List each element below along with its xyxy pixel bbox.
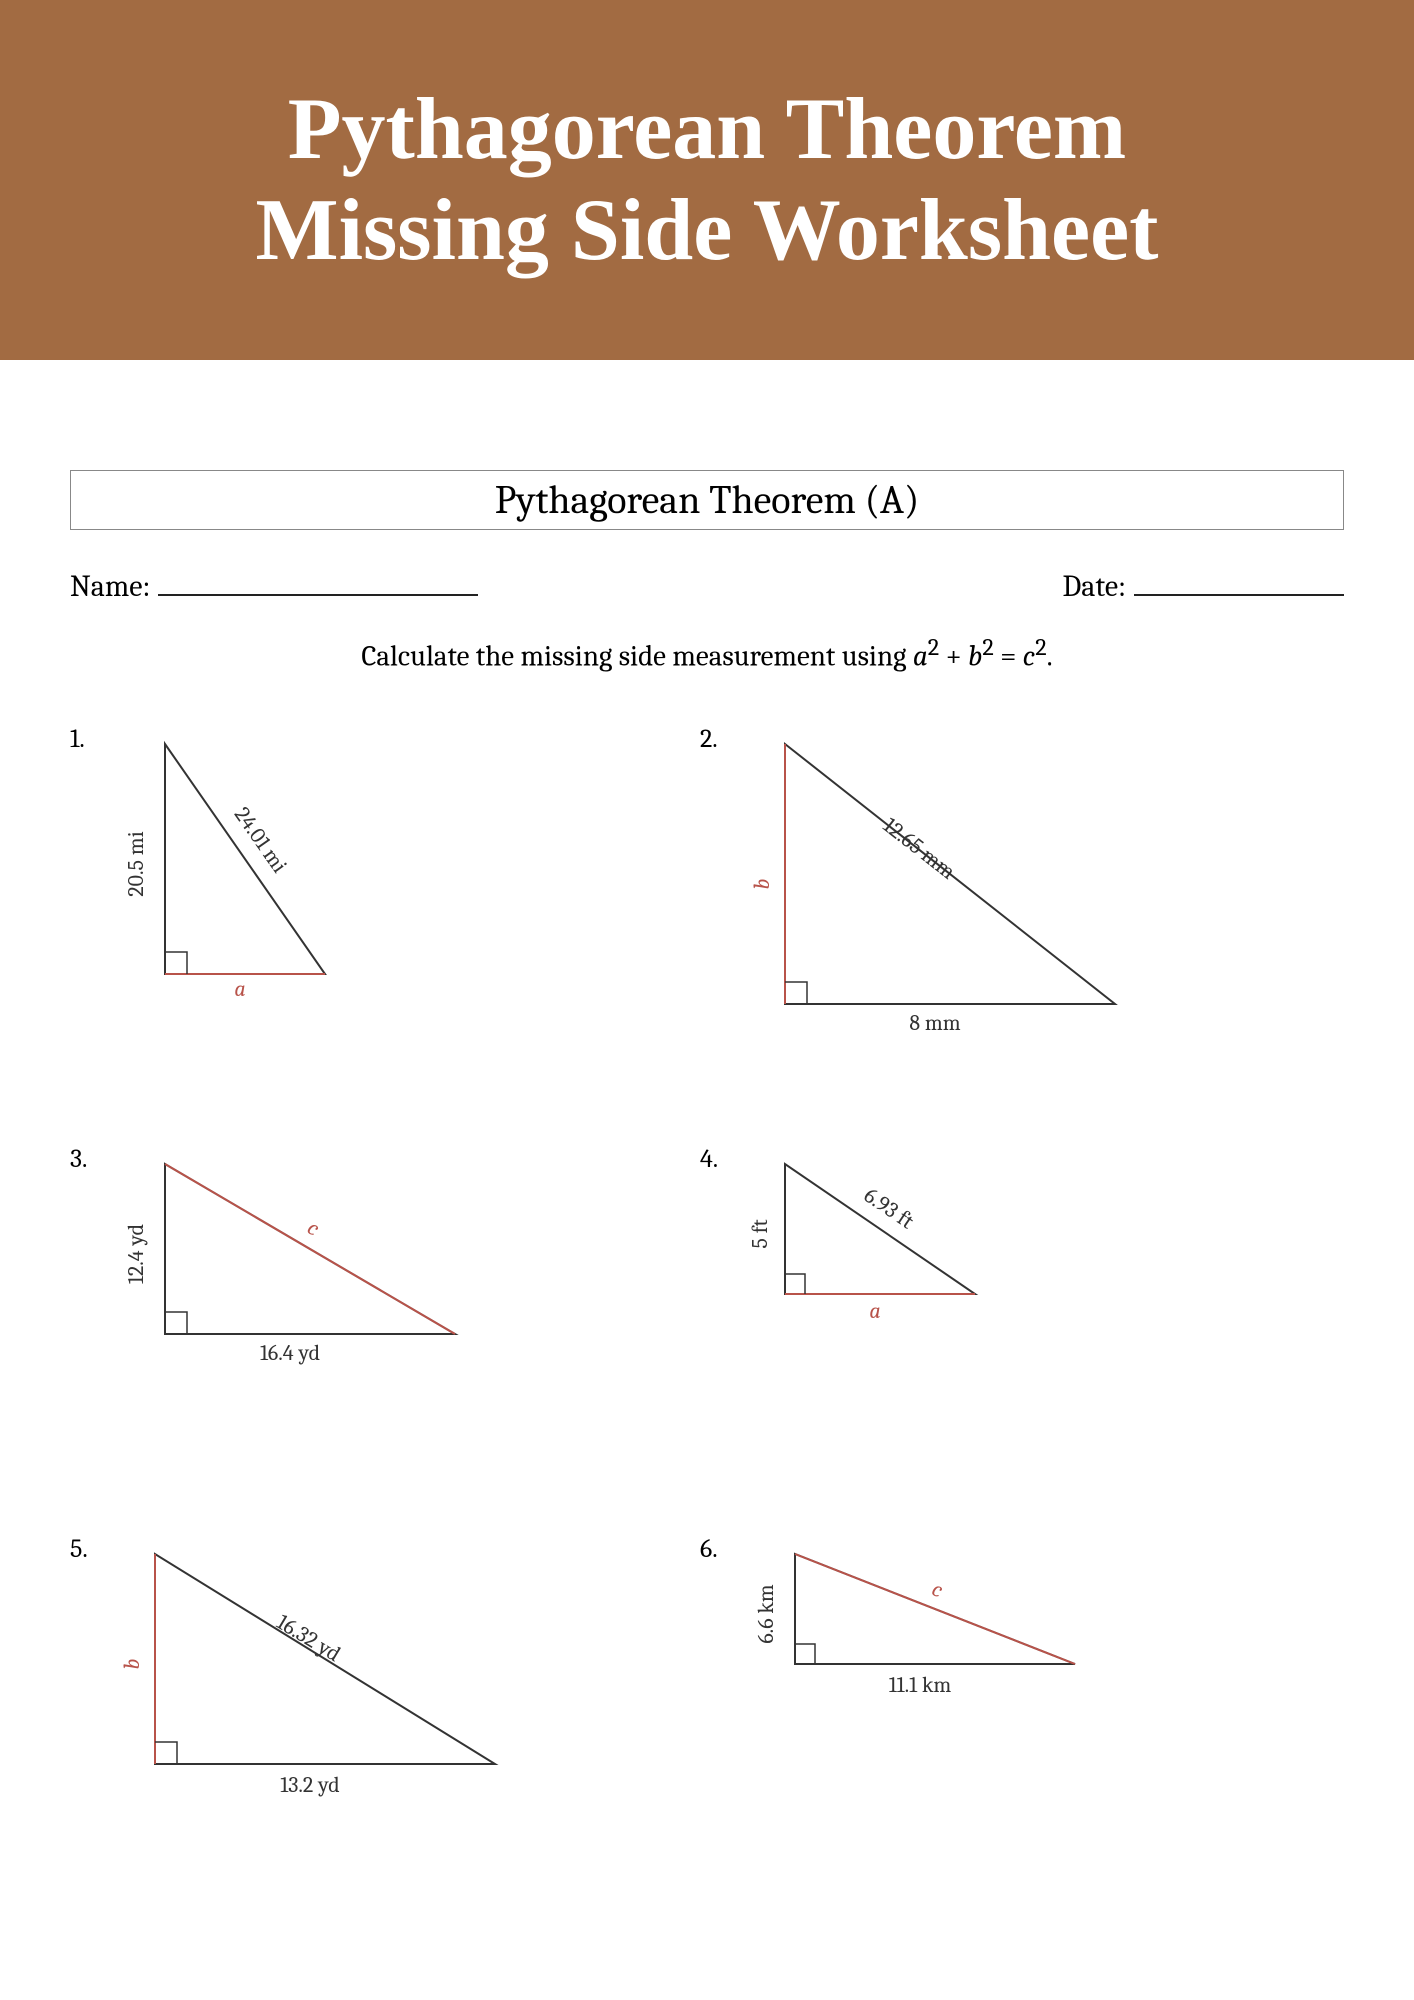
bottom-label: 8 mm <box>909 1010 960 1036</box>
bottom-label: 11.1 km <box>889 1672 952 1698</box>
triangle-diagram: b16.32 yd13.2 yd <box>125 1544 525 1804</box>
bottom-label: 13.2 yd <box>280 1772 339 1798</box>
banner-line2: Missing Side Worksheet <box>256 182 1159 279</box>
problem-number: 5. <box>70 1534 88 1564</box>
worksheet: Pythagorean Theorem (A) Name: Date: Calc… <box>70 470 1344 724</box>
vertical-label: b <box>119 1658 145 1669</box>
banner: Pythagorean Theorem Missing Side Workshe… <box>0 0 1414 360</box>
name-line[interactable] <box>158 560 478 596</box>
name-label: Name: <box>70 569 150 604</box>
right-angle-mark <box>785 1274 805 1294</box>
hypotenuse-label: 12.65 mm <box>878 812 961 884</box>
name-field: Name: <box>70 560 478 604</box>
triangle-diagram: 20.5 mi 24.01 mi a <box>125 734 375 1004</box>
problem-number: 2. <box>700 724 718 754</box>
worksheet-title: Pythagorean Theorem (A) <box>495 477 919 523</box>
banner-text: Pythagorean Theorem Missing Side Workshe… <box>256 79 1159 281</box>
vertical-label: b <box>749 878 775 889</box>
instruction: Calculate the missing side measurement u… <box>70 634 1344 674</box>
date-field: Date: <box>1063 560 1344 604</box>
hypotenuse-label: 6.93 ft <box>859 1182 919 1234</box>
triangle <box>165 744 325 974</box>
triangle-diagram: 12.4 yd c 16.4 yd <box>125 1154 495 1384</box>
hypotenuse-label: c <box>928 1575 947 1603</box>
right-angle-mark <box>795 1644 815 1664</box>
hypotenuse-label: 24.01 mi <box>229 802 293 877</box>
problem-number: 3. <box>70 1144 87 1174</box>
triangle <box>785 1164 975 1294</box>
triangle-diagram: b12.65 mm8 mm <box>755 734 1155 1044</box>
vertical-label: 5 ft <box>747 1218 773 1248</box>
bottom-label: a <box>234 976 245 1002</box>
right-angle-mark <box>165 1312 187 1334</box>
formula-a: a <box>913 641 928 674</box>
date-line[interactable] <box>1134 560 1344 596</box>
right-angle-mark <box>785 982 807 1004</box>
name-date-row: Name: Date: <box>70 560 1344 604</box>
vertical-label: 6.6 km <box>753 1584 779 1643</box>
hypotenuse-label: c <box>303 1214 325 1242</box>
instruction-prefix: Calculate the missing side measurement u… <box>361 641 912 674</box>
worksheet-title-box: Pythagorean Theorem (A) <box>70 470 1344 530</box>
triangle-diagram: 5 ft6.93 fta <box>755 1154 1015 1344</box>
problem-number: 1. <box>70 724 85 754</box>
date-label: Date: <box>1063 569 1126 604</box>
formula-c: c <box>1023 641 1036 674</box>
bottom-label: 16.4 yd <box>260 1340 320 1366</box>
triangle-diagram: 6.6 km c 11.1 km <box>755 1544 1115 1714</box>
bottom-label: a <box>869 1298 880 1324</box>
problem-number: 6. <box>700 1534 718 1564</box>
banner-line1: Pythagorean Theorem <box>288 81 1126 178</box>
formula-b: b <box>968 641 982 674</box>
vertical-label: 20.5 mi <box>123 831 149 897</box>
problem-number: 4. <box>700 1144 718 1174</box>
right-angle-mark <box>155 1742 177 1764</box>
hypotenuse-label: 16.32 yd <box>272 1609 345 1667</box>
vertical-label: 12.4 yd <box>123 1224 149 1284</box>
right-angle-mark <box>165 952 187 974</box>
